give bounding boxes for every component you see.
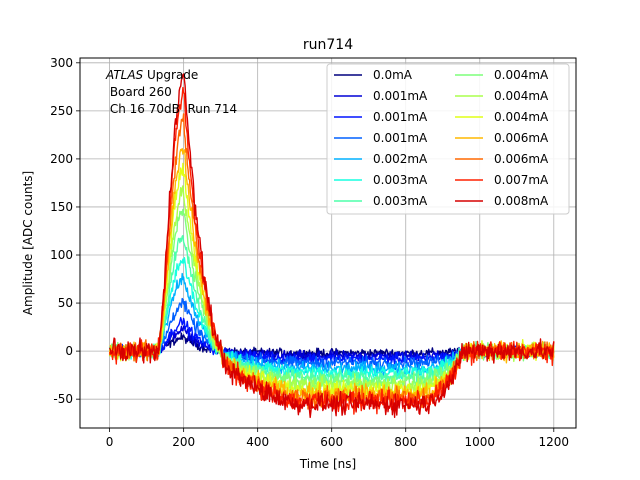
axis-ticks: 0 200 400 600 800 1000 1200 -50 0 50 100 150 200 250 3… bbox=[50, 56, 569, 449]
legend-label: 0.004mA bbox=[494, 110, 549, 124]
legend-label: 0.008mA bbox=[494, 194, 549, 208]
y-tick-label: 100 bbox=[50, 248, 73, 262]
annotation-atlas: ATLAS bbox=[105, 68, 144, 82]
legend-label: 0.001mA bbox=[373, 110, 428, 124]
series-layer bbox=[108, 73, 555, 419]
y-tick-label: 0 bbox=[65, 344, 73, 358]
legend-label: 0.007mA bbox=[494, 173, 549, 187]
y-tick-label: -50 bbox=[53, 392, 73, 406]
legend-label: 0.006mA bbox=[494, 152, 549, 166]
legend-label: 0.001mA bbox=[373, 89, 428, 103]
legend: 0.0mA 0.001mA 0.001mA 0.001mA 0.002mA 0.003mA… bbox=[326, 63, 570, 215]
x-tick-label: 1200 bbox=[539, 435, 570, 449]
x-tick-label: 1000 bbox=[464, 435, 495, 449]
y-tick-label: 200 bbox=[50, 152, 73, 166]
annotation-line-3: Ch 16 70dB Run 714 bbox=[106, 102, 237, 116]
x-axis-label: Time [ns] bbox=[299, 457, 356, 471]
legend-label: 0.001mA bbox=[373, 131, 428, 145]
y-tick-label: 250 bbox=[50, 104, 73, 118]
legend-frame bbox=[326, 63, 570, 215]
legend-label: 0.004mA bbox=[494, 68, 549, 82]
series-line bbox=[108, 73, 555, 419]
chart-title: run714 bbox=[303, 37, 353, 53]
legend-label: 0.006mA bbox=[494, 131, 549, 145]
plot-frame bbox=[79, 57, 577, 429]
legend-label: 0.0mA bbox=[373, 68, 413, 82]
x-tick-label: 800 bbox=[394, 435, 417, 449]
legend-label: 0.004mA bbox=[494, 89, 549, 103]
annotation-line-1: ATLAS Upgrade bbox=[105, 68, 198, 82]
x-tick-label: 0 bbox=[106, 435, 114, 449]
annotation: ATLAS Upgrade Board 260 Ch 16 70dB Run 7… bbox=[105, 68, 237, 116]
x-tick-label: 400 bbox=[246, 435, 269, 449]
annotation-upgrade: Upgrade bbox=[143, 68, 198, 82]
y-tick-label: 300 bbox=[50, 56, 73, 70]
y-tick-label: 50 bbox=[58, 296, 73, 310]
annotation-line-2: Board 260 bbox=[106, 85, 172, 99]
legend-label: 0.003mA bbox=[373, 173, 428, 187]
x-tick-label: 600 bbox=[320, 435, 343, 449]
legend-label: 0.002mA bbox=[373, 152, 428, 166]
legend-label: 0.003mA bbox=[373, 194, 428, 208]
y-axis-label: Amplitude [ADC counts] bbox=[21, 171, 35, 315]
x-tick-label: 200 bbox=[172, 435, 195, 449]
y-tick-label: 150 bbox=[50, 200, 73, 214]
